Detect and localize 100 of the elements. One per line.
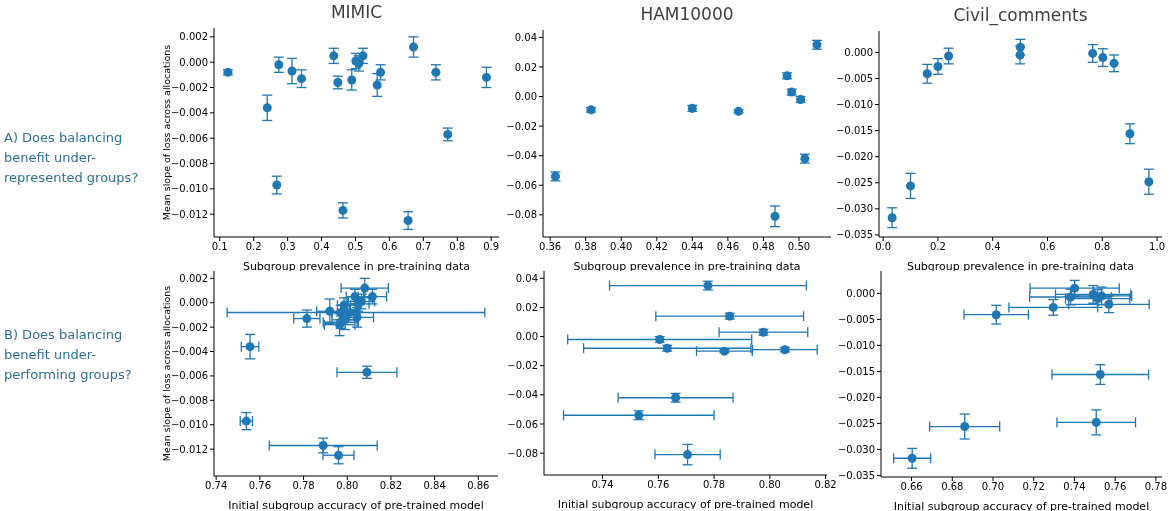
y-tick-label: −0.04 (506, 150, 537, 162)
y-tick-label: −0.030 (837, 443, 875, 455)
y-tick-label: 0.000 (179, 297, 208, 309)
point (907, 453, 917, 463)
chart-title: MIMIC (329, 2, 384, 22)
y-tick-label: −0.020 (837, 391, 875, 403)
x-tick-label: 0.74 (205, 480, 228, 492)
point (1095, 370, 1105, 380)
x-tick-label: 0.76 (1104, 481, 1127, 493)
y-tick-label: −0.006 (170, 370, 208, 382)
y-tick-label: −0.010 (170, 183, 208, 195)
y-tick-label: 0.02 (514, 61, 537, 73)
y-tick-label: −0.005 (837, 313, 875, 325)
x-tick-label: 0.4 (313, 241, 330, 253)
y-tick-label: −0.02 (507, 360, 538, 372)
y-tick-label: −0.06 (506, 179, 537, 191)
x-tick-label: 0.82 (379, 480, 403, 492)
x-tick-label: 0.74 (591, 479, 614, 491)
x-tick-label: 0.6 (1039, 241, 1056, 253)
y-tick-label: −0.010 (835, 99, 873, 111)
point (347, 75, 357, 85)
x-tick-label: 0.8 (449, 241, 466, 253)
point (922, 69, 932, 79)
point (287, 66, 297, 76)
point (933, 61, 943, 71)
point (408, 42, 419, 52)
point (944, 51, 954, 61)
y-axis-title: Mean slope of loss across allocations (161, 44, 173, 221)
x-tick-label: 0.70 (981, 481, 1005, 493)
y-tick-label: −0.006 (170, 132, 208, 144)
point (302, 314, 312, 324)
y-tick-label: −0.008 (170, 158, 208, 170)
x-tick-label: 0.78 (1144, 481, 1168, 493)
point (1098, 53, 1108, 63)
y-tick-label: −0.010 (170, 419, 208, 431)
y-tick-label: −0.025 (835, 177, 873, 189)
x-tick-label: 0.36 (538, 241, 562, 253)
chart-title: HAM10000 (639, 4, 735, 24)
x-tick-label: 0.8 (1094, 241, 1111, 253)
y-tick-label: 0.04 (514, 31, 537, 43)
x-tick-label: 0.48 (752, 241, 775, 253)
y-tick-label: −0.02 (506, 120, 537, 132)
y-tick-label: −0.035 (835, 229, 873, 241)
y-tick-label: 0.000 (846, 287, 875, 299)
text: B) Does balancing benefit under-performing groups? (4, 326, 133, 384)
point (1015, 42, 1025, 52)
point (372, 80, 382, 90)
y-tick-label: −0.030 (835, 203, 873, 215)
point (431, 67, 441, 77)
point (360, 283, 370, 293)
point (1091, 417, 1101, 427)
y-tick-label: −0.08 (506, 209, 537, 221)
point (245, 342, 255, 352)
y-tick-label: 0.00 (515, 331, 538, 343)
x-tick-label: 0.4 (984, 241, 1001, 253)
y-tick-label: −0.015 (835, 125, 873, 137)
point (334, 450, 344, 460)
point (1144, 177, 1154, 187)
x-tick-label: 0.9 (483, 241, 500, 253)
x-tick-label: 0.46 (716, 241, 740, 253)
x-tick-label: 0.50 (787, 241, 811, 253)
x-tick-label: 0.68 (941, 481, 964, 493)
point (262, 103, 272, 113)
text: A) Does balancing benefit under-represented groups? (4, 129, 140, 187)
y-tick-label: 0.000 (844, 46, 873, 58)
x-tick-label: 0.38 (574, 241, 597, 253)
point (1104, 299, 1114, 309)
point (272, 180, 282, 190)
y-tick-label: −0.002 (170, 82, 208, 94)
x-tick-label: 0.66 (900, 481, 923, 493)
y-tick-label: −0.025 (837, 417, 875, 429)
y-tick-label: −0.012 (170, 208, 208, 220)
x-tick-label: 0.78 (702, 479, 726, 491)
x-tick-label: 0.78 (292, 480, 315, 492)
x-tick-label: 0.86 (467, 480, 490, 492)
x-tick-label: 0.44 (681, 241, 704, 253)
point (1048, 302, 1058, 312)
x-tick-label: 0.76 (248, 480, 272, 492)
point (297, 74, 307, 84)
x-tick-label: 0.76 (647, 479, 670, 491)
point (905, 181, 916, 191)
x-tick-label: 0.72 (1022, 481, 1045, 493)
x-tick-label: 0.82 (814, 479, 837, 491)
y-tick-label: 0.002 (179, 31, 208, 43)
x-tick-label: 0.5 (347, 241, 364, 253)
x-tick-label: 0.74 (1063, 481, 1086, 493)
x-tick-label: 0.80 (336, 480, 359, 492)
x-tick-label: 0.1 (211, 241, 228, 253)
y-tick-label: 0.04 (515, 272, 538, 284)
point (481, 72, 491, 82)
x-tick-label: 0.80 (758, 479, 781, 491)
y-tick-label: 0.02 (515, 301, 538, 313)
point (1088, 48, 1098, 58)
point (960, 422, 970, 432)
y-tick-label: −0.04 (507, 389, 538, 401)
y-tick-label: −0.08 (507, 447, 538, 459)
point (376, 67, 386, 77)
y-tick-label: −0.012 (170, 443, 208, 455)
y-axis-title: Mean slope of loss across allocations (161, 285, 173, 462)
y-tick-label: −0.035 (837, 469, 875, 481)
